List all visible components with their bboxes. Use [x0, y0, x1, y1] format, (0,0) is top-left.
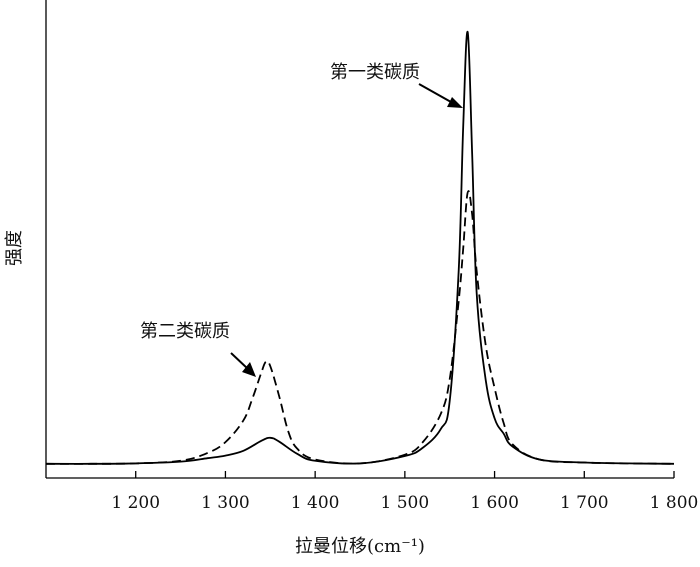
x-tick-label: 1 800 [650, 493, 699, 513]
y-axis-title: 强度 [4, 230, 25, 266]
x-tick-label: 1 600 [470, 493, 519, 513]
x-axis-title: 拉曼位移(cm⁻¹) [295, 536, 425, 557]
annotation-second-carbon: 第二类碳质 [140, 321, 230, 342]
x-tick-label: 1 400 [291, 493, 340, 513]
arrow-first-carbon [418, 83, 452, 103]
series-line-dashed [45, 190, 675, 465]
x-tick-label: 1 500 [381, 493, 430, 513]
x-tick-label: 1 200 [111, 493, 160, 513]
series-line-solid [45, 31, 675, 465]
arrow-second-carbon [230, 352, 249, 370]
arrowhead-second-carbon [242, 362, 256, 377]
x-axis-tick-labels: 1 200 1 300 1 400 1 500 1 600 1 700 1 800 [111, 493, 698, 513]
x-tick-label: 1 300 [201, 493, 250, 513]
annotation-group: 第一类碳质 第二类碳质 [140, 62, 463, 377]
x-axis-ticks [135, 471, 675, 478]
x-tick-label: 1 700 [560, 493, 609, 513]
series-group [45, 31, 675, 465]
arrowhead-first-carbon [447, 97, 463, 108]
annotation-first-carbon: 第一类碳质 [330, 62, 420, 83]
